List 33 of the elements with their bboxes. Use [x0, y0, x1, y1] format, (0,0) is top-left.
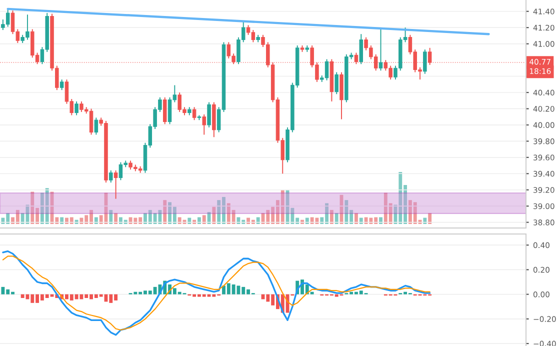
bar — [354, 213, 358, 224]
bar — [305, 218, 309, 224]
candlestick — [334, 72, 338, 95]
candlestick — [207, 102, 211, 128]
bar — [334, 213, 338, 224]
bar — [109, 210, 113, 224]
candlestick — [162, 96, 167, 125]
candlestick — [192, 106, 196, 121]
candlestick — [378, 28, 383, 72]
bar — [423, 218, 427, 224]
candlestick — [109, 170, 113, 184]
bar — [330, 210, 334, 224]
bar — [114, 213, 118, 224]
candlestick — [94, 117, 98, 136]
bar — [188, 218, 192, 224]
bar — [94, 217, 98, 224]
bar — [202, 215, 206, 224]
candlestick — [114, 170, 118, 200]
bar — [359, 218, 363, 224]
bar — [428, 213, 432, 224]
bar — [256, 217, 260, 224]
candlestick — [428, 47, 432, 66]
bar — [60, 217, 64, 224]
candlestick — [354, 52, 358, 65]
candlestick — [423, 49, 427, 74]
candlestick — [74, 100, 78, 116]
bar — [197, 217, 201, 224]
bar — [212, 206, 216, 224]
candlestick — [60, 79, 64, 91]
candlestick — [359, 34, 364, 65]
bar — [163, 200, 167, 224]
candlestick — [202, 114, 206, 136]
bar — [379, 217, 382, 224]
